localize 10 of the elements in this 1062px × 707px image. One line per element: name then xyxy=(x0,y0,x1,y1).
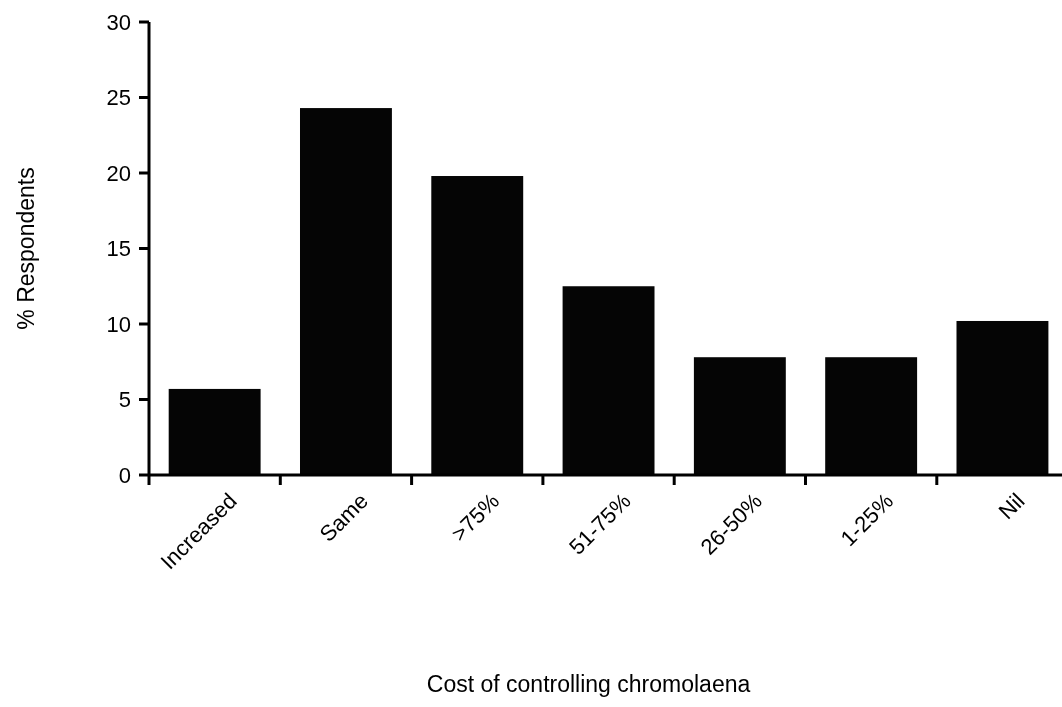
y-tick-label: 20 xyxy=(106,160,131,186)
y-tick-label: 15 xyxy=(106,236,131,262)
y-axis-title: % Respondents xyxy=(13,167,39,330)
x-axis-title: Cost of controlling chromolaena xyxy=(426,671,751,697)
y-tick-label: 0 xyxy=(118,462,131,488)
y-tick-label: 30 xyxy=(106,9,131,35)
y-tick-label: 5 xyxy=(118,387,131,413)
y-tick-label: 25 xyxy=(106,85,131,111)
x-tick-label: Nil xyxy=(993,488,1030,525)
y-tick-label: 10 xyxy=(106,311,131,337)
